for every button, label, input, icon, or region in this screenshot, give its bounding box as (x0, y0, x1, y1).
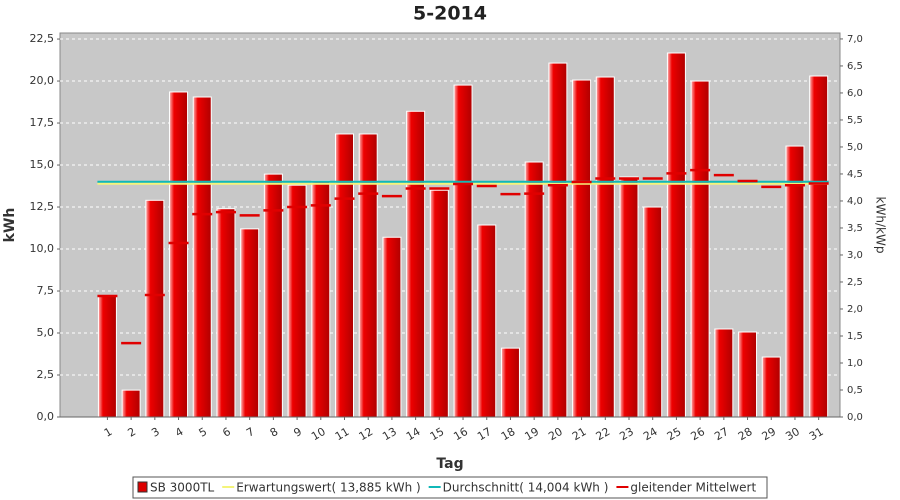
bar (169, 91, 189, 418)
bar (619, 176, 639, 418)
x-tick-label: 22 (594, 425, 613, 443)
y-tick-label: 7,5 (37, 284, 55, 297)
bar (738, 331, 758, 418)
y-tick-label: 20,0 (30, 74, 55, 87)
x-tick-label: 19 (523, 425, 542, 443)
x-tick-label: 6 (220, 425, 233, 440)
bar (690, 80, 710, 418)
y-tick-label: 10,0 (30, 242, 55, 255)
bar (785, 145, 805, 418)
legend-swatch (137, 481, 148, 493)
x-tick-label: 11 (333, 425, 352, 443)
x-tick-label: 16 (451, 425, 470, 443)
x-axis-label: Tag (436, 456, 463, 472)
legend-label: Erwartungswert( 13,885 kWh ) (236, 481, 420, 495)
x-tick-label: 21 (570, 425, 589, 443)
bar (524, 161, 544, 418)
x-tick-label: 10 (309, 425, 328, 443)
y2-tick-label: 3,0 (847, 250, 863, 261)
x-tick-label: 4 (173, 425, 186, 440)
y2-tick-label: 0,0 (847, 412, 863, 423)
bar (643, 206, 663, 418)
chart-title: 5-2014 (413, 3, 487, 25)
y2-tick-label: 3,5 (847, 223, 863, 234)
x-tick-label: 26 (688, 425, 707, 443)
y2-tick-label: 1,5 (847, 331, 863, 342)
y2-tick-label: 5,5 (847, 115, 863, 126)
bar (382, 236, 402, 418)
x-tick-label: 29 (760, 425, 779, 443)
bar (216, 208, 236, 418)
x-tick-label: 18 (499, 425, 518, 443)
y2-tick-label: 6,5 (847, 61, 863, 72)
bar (666, 52, 686, 418)
bar (240, 228, 260, 418)
y-tick-label: 17,5 (30, 116, 55, 129)
x-tick-label: 2 (126, 425, 139, 440)
y2-axis-label: kWh/kWp (874, 197, 888, 254)
x-tick-label: 25 (665, 425, 684, 443)
y2-tick-label: 4,0 (847, 196, 863, 207)
y-tick-label: 2,5 (37, 368, 55, 381)
x-tick-label: 7 (244, 425, 257, 440)
bar (406, 110, 426, 418)
y-tick-label: 12,5 (30, 200, 55, 213)
legend-label: gleitender Mittelwert (630, 481, 756, 495)
bar (477, 224, 497, 418)
y2-tick-label: 2,0 (847, 304, 863, 315)
y2-tick-label: 2,5 (847, 277, 863, 288)
x-tick-label: 3 (149, 425, 162, 440)
y-tick-label: 0,0 (37, 410, 55, 423)
x-tick-label: 24 (641, 425, 660, 443)
bar (311, 180, 331, 418)
x-tick-label: 13 (380, 425, 399, 443)
x-tick-label: 30 (783, 425, 802, 443)
x-tick-label: 20 (546, 425, 565, 443)
bar (145, 199, 165, 418)
x-tick-label: 9 (292, 425, 305, 440)
bar (572, 79, 592, 418)
x-tick-label: 27 (712, 425, 731, 443)
legend (132, 476, 768, 499)
bar (548, 62, 568, 418)
y2-tick-label: 5,0 (847, 142, 863, 153)
bar (287, 184, 307, 418)
x-tick-label: 12 (357, 425, 376, 443)
y2-tick-label: 0,5 (847, 385, 863, 396)
legend-label: SB 3000TL (150, 481, 215, 495)
x-tick-label: 23 (617, 425, 636, 443)
x-tick-label: 17 (475, 425, 494, 443)
bar (358, 133, 378, 418)
x-tick-label: 15 (428, 425, 447, 443)
x-tick-label: 1 (102, 425, 115, 440)
y2-tick-label: 6,0 (847, 88, 863, 99)
y-axis-label: kWh (2, 208, 18, 243)
bar (714, 328, 734, 418)
bar (192, 96, 212, 418)
x-tick-label: 28 (736, 425, 755, 443)
legend-label: Durchschnitt( 14,004 kWh ) (443, 481, 609, 495)
y2-tick-label: 4,5 (847, 169, 863, 180)
bar (453, 84, 473, 418)
y2-tick-label: 7,0 (847, 34, 863, 45)
y2-tick-label: 1,0 (847, 358, 863, 369)
bar (121, 389, 141, 418)
x-tick-label: 8 (268, 425, 281, 440)
x-tick-label: 31 (807, 425, 826, 443)
y-tick-label: 15,0 (30, 158, 55, 171)
bar (97, 295, 117, 418)
plot-area (59, 32, 841, 418)
x-tick-label: 14 (404, 425, 423, 443)
bar (761, 356, 781, 418)
bar (500, 347, 520, 418)
x-tick-label: 5 (197, 425, 210, 440)
bar (429, 189, 449, 418)
bar (809, 75, 829, 418)
y-tick-label: 22,5 (30, 32, 55, 45)
bar (595, 76, 615, 418)
bar (334, 133, 354, 418)
y-tick-label: 5,0 (37, 326, 55, 339)
